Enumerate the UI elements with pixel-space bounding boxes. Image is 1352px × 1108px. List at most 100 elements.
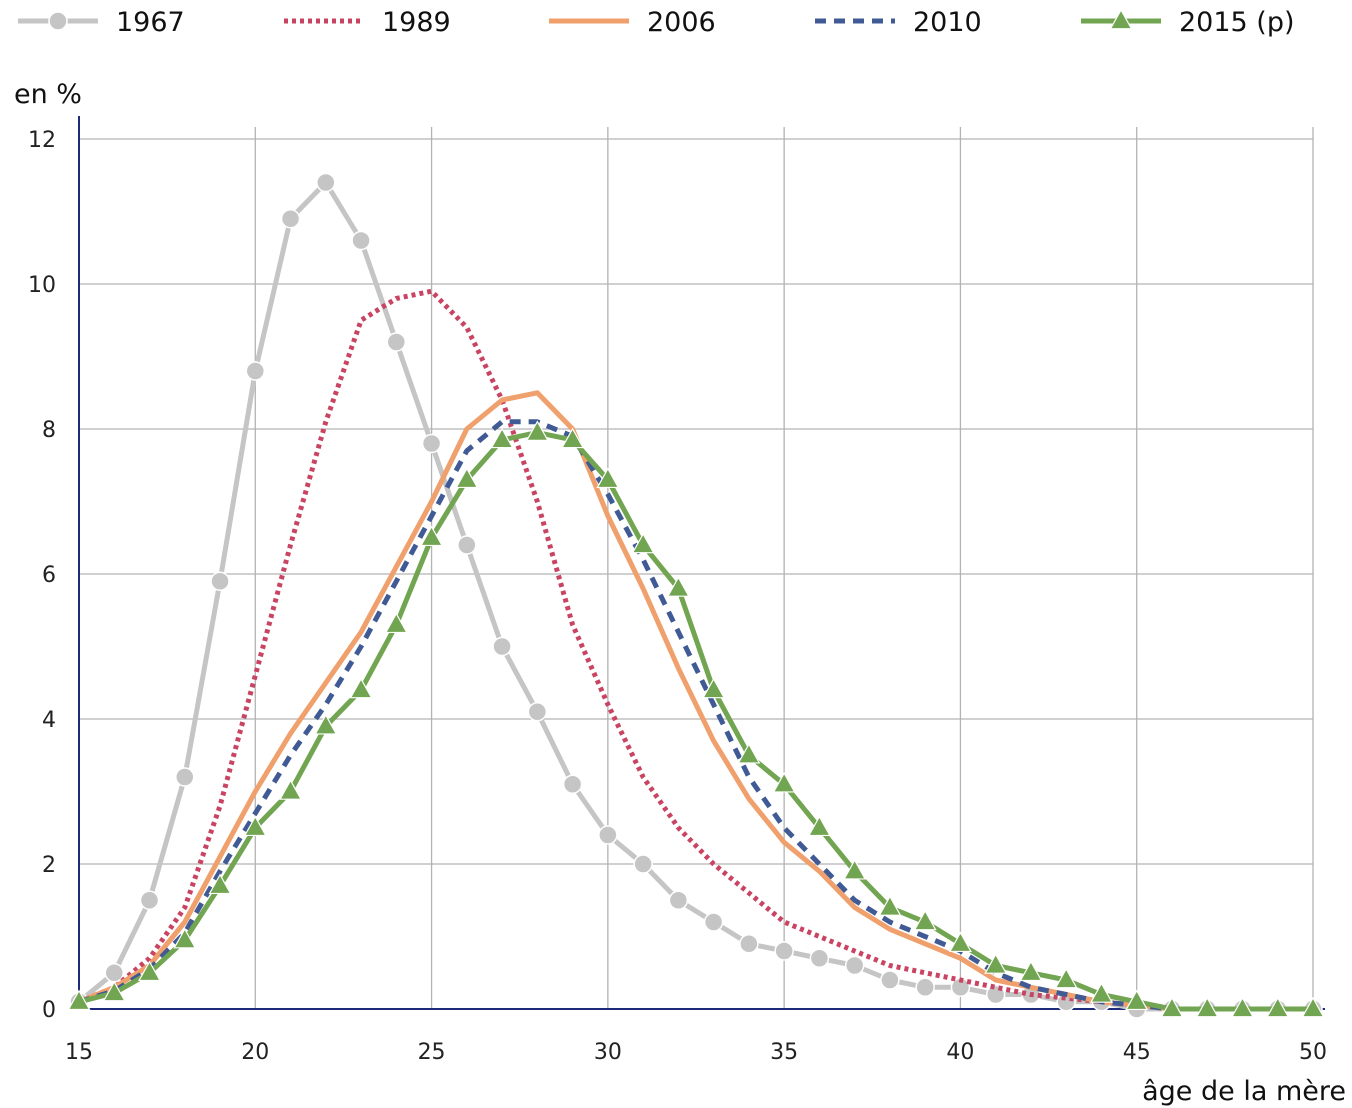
series-1989 — [78, 288, 1313, 1012]
y-axis-title: en % — [14, 79, 82, 110]
series-2015p — [67, 420, 1325, 1018]
data-point — [1089, 982, 1113, 1003]
data-point — [561, 427, 585, 449]
legend-item: 2015 (p) — [1081, 7, 1295, 38]
data-point — [633, 854, 653, 874]
axes — [78, 116, 1325, 1010]
data-point — [175, 767, 195, 787]
series-line — [77, 180, 1313, 1012]
x-tick-label: 25 — [418, 1040, 446, 1065]
data-point — [527, 702, 548, 722]
legend-item: 2010 — [815, 7, 982, 38]
data-point — [1160, 996, 1184, 1018]
data-point — [598, 825, 618, 845]
legend-item: 2006 — [549, 7, 716, 38]
series-line — [78, 430, 1313, 1012]
data-point — [386, 332, 407, 352]
y-tick-label: 2 — [42, 853, 56, 878]
data-point — [666, 576, 690, 597]
data-point — [48, 11, 68, 31]
data-point — [102, 980, 126, 1002]
data-point — [737, 743, 761, 764]
x-tick-label: 45 — [1123, 1040, 1151, 1065]
data-point — [703, 912, 724, 932]
data-point — [1054, 967, 1078, 989]
data-point — [279, 779, 303, 800]
series-2006 — [78, 390, 1313, 1012]
data-point — [243, 815, 267, 837]
legend-label: 2006 — [647, 7, 716, 38]
y-tick-label: 6 — [42, 563, 56, 588]
data-point — [457, 535, 477, 555]
data-point — [984, 953, 1008, 974]
data-point — [913, 909, 937, 931]
data-point — [351, 230, 371, 251]
legend: 1967 1989 2006 2010 2015 (p) — [18, 7, 1295, 38]
data-point — [421, 433, 442, 454]
data-point — [1125, 989, 1149, 1011]
data-point — [455, 467, 479, 489]
series-line — [78, 390, 1313, 1012]
data-point — [314, 714, 338, 735]
data-point — [1195, 996, 1219, 1018]
data-point — [67, 989, 91, 1011]
x-tick-label: 30 — [594, 1040, 622, 1065]
legend-item: 1967 — [18, 7, 185, 38]
data-point — [562, 774, 583, 794]
data-point — [384, 612, 408, 634]
series-1967 — [69, 172, 1323, 1019]
y-tick-label: 4 — [42, 708, 56, 733]
data-point — [772, 772, 796, 793]
data-point — [490, 427, 514, 449]
data-point — [138, 960, 161, 982]
data-point — [1266, 996, 1290, 1018]
series-line — [78, 288, 1313, 1012]
data-point — [596, 467, 620, 489]
x-axis-title: âge de la mère — [1142, 1076, 1346, 1107]
data-point — [878, 895, 902, 916]
x-tick-label: 15 — [65, 1040, 93, 1065]
tick-labels: 0 2 4 6 8 10 12 15 20 25 30 35 40 45 50 — [28, 128, 1327, 1065]
data-point — [807, 815, 831, 837]
data-point — [739, 934, 759, 954]
data-point — [208, 873, 232, 895]
data-point — [1019, 960, 1043, 982]
y-tick-label: 8 — [42, 418, 56, 443]
series-group — [67, 172, 1325, 1019]
data-point — [139, 890, 160, 910]
data-point — [245, 361, 266, 381]
legend-label: 1967 — [116, 7, 185, 38]
y-tick-label: 0 — [42, 998, 56, 1023]
data-point — [316, 172, 336, 193]
grid-lines — [79, 127, 1314, 1009]
legend-label: 1989 — [382, 7, 451, 38]
x-tick-label: 40 — [946, 1040, 974, 1065]
data-point — [668, 890, 689, 910]
data-point — [1231, 996, 1254, 1018]
x-tick-label: 20 — [241, 1040, 269, 1065]
data-point — [948, 931, 972, 953]
legend-label: 2010 — [913, 7, 982, 38]
data-point — [844, 955, 865, 976]
data-point — [492, 636, 512, 657]
data-point — [702, 677, 726, 699]
series-2010 — [78, 419, 1313, 1012]
data-point — [915, 977, 935, 997]
data-point — [1301, 996, 1325, 1018]
data-point — [880, 970, 900, 990]
y-tick-label: 10 — [28, 273, 56, 298]
data-point — [525, 420, 549, 441]
data-point — [280, 209, 301, 229]
data-point — [809, 948, 830, 968]
legend-label: 2015 (p) — [1179, 7, 1295, 38]
x-tick-label: 50 — [1299, 1040, 1327, 1065]
y-tick-label: 12 — [28, 128, 56, 153]
data-point — [349, 677, 373, 699]
series-line — [78, 419, 1313, 1012]
legend-item: 1989 — [284, 7, 451, 38]
x-tick-label: 35 — [770, 1040, 798, 1065]
data-point — [843, 859, 867, 880]
data-point — [210, 571, 230, 591]
data-point — [420, 525, 444, 547]
